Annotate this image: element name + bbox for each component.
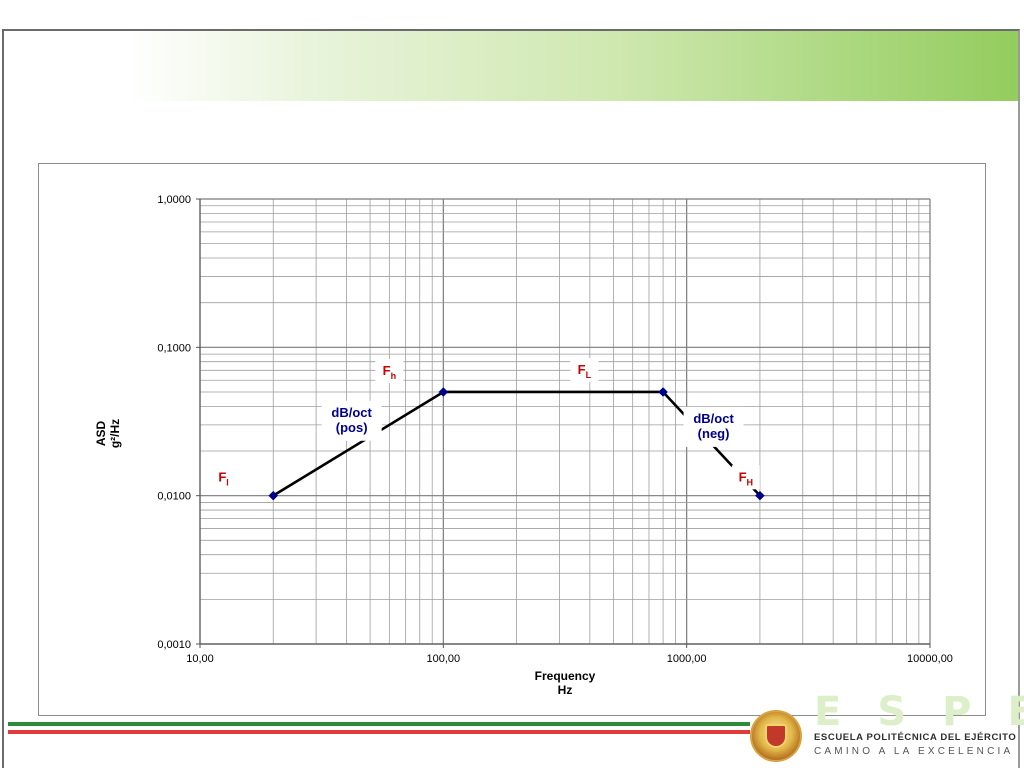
annotation-fh-high: FH xyxy=(739,469,753,487)
annotation-main: F xyxy=(578,362,586,377)
annotation-main: F xyxy=(739,469,747,484)
annotation-fh-low: Fh xyxy=(383,363,396,381)
x-axis-title-line: Frequency xyxy=(535,669,596,683)
y-tick-label: 1,0000 xyxy=(157,194,191,206)
header-gradient-band xyxy=(4,31,1018,101)
data-point-marker xyxy=(658,387,668,397)
x-tick-label: 10000,00 xyxy=(907,653,953,665)
annotation-background xyxy=(683,406,744,447)
annotation-subscript: h xyxy=(391,371,397,381)
annotation-background xyxy=(375,359,404,384)
y-tick-label: 0,1000 xyxy=(157,342,191,354)
annotation-line: (neg) xyxy=(698,426,730,441)
annotation-main: F xyxy=(383,363,391,378)
annotation-background xyxy=(209,465,238,490)
y-axis-title-line: g²/Hz xyxy=(108,419,122,448)
annotation-fl-high: FL xyxy=(578,362,592,380)
data-point-marker xyxy=(438,387,449,397)
footer-stripe-red xyxy=(8,730,750,734)
y-tick-label: 0,0100 xyxy=(157,491,191,503)
annotation-slope-neg: dB/oct (neg) xyxy=(693,411,734,441)
annotation-line: dB/oct xyxy=(331,405,372,420)
data-point-marker xyxy=(268,490,279,501)
y-axis-title: ASDg²/Hz xyxy=(94,419,122,448)
annotation-background xyxy=(731,465,760,490)
axes: 10,00 100,00 1000,00 10000,00 0,0010 0,0100 0,… xyxy=(94,194,953,697)
grid xyxy=(199,198,931,645)
annotation-subscript: H xyxy=(747,477,754,487)
annotation-subscript: L xyxy=(586,370,592,380)
footer-stripe-green xyxy=(8,722,750,726)
asd-chart: 10,00 100,00 1000,00 10000,00 0,0010 0,0100 0,… xyxy=(94,194,953,697)
university-seal-icon xyxy=(750,710,802,762)
annotation-slope-pos: dB/oct (pos) xyxy=(331,405,372,435)
annotation-line: dB/oct xyxy=(693,411,734,426)
logo-motto: CAMINO A LA EXCELENCIA xyxy=(814,746,1014,757)
annotation-subscript: l xyxy=(226,477,229,487)
annotation-line: (pos) xyxy=(336,420,368,435)
x-axis-title-line: Hz xyxy=(558,683,573,697)
annotation-fl-low: Fl xyxy=(218,469,228,487)
chart-area: 10,00 100,00 1000,00 10000,00 0,0010 0,0100 0,… xyxy=(38,163,986,716)
x-tick-label: 1000,00 xyxy=(667,653,707,665)
y-axis-title-line: ASD xyxy=(94,421,108,447)
data-point-marker xyxy=(755,490,765,501)
annotation-main: F xyxy=(218,469,226,484)
annotation-background xyxy=(321,400,382,441)
y-tick-label: 0,0010 xyxy=(157,639,191,651)
x-tick-label: 10,00 xyxy=(186,653,214,665)
x-tick-label: 100,00 xyxy=(427,653,461,665)
annotation-background xyxy=(570,358,599,383)
logo-institution-name: ESCUELA POLITÉCNICA DEL EJÉRCITO xyxy=(814,732,1017,743)
x-axis-title: Frequency Hz xyxy=(535,669,596,697)
